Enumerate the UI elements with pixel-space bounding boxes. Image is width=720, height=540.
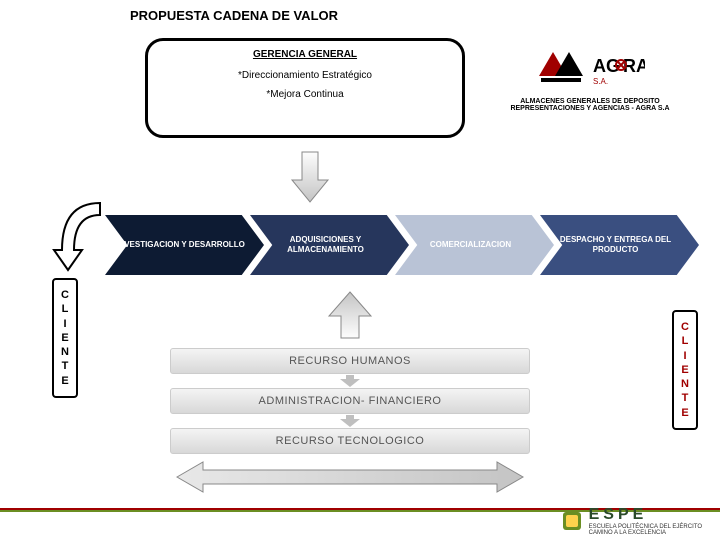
arrow-down-icon	[290, 150, 330, 210]
agra-sub2: REPRESENTACIONES Y AGENCIAS - AGRA S.A	[490, 105, 690, 112]
chain-label-4: DESPACHO Y ENTREGA DEL PRODUCTO	[546, 235, 685, 254]
chain-label-3: COMERCIALIZACION	[430, 240, 511, 250]
espe-logo: ESPE ESCUELA POLITÉCNICA DEL EJÉRCITO CA…	[561, 506, 702, 536]
cliente-char: C	[674, 320, 696, 334]
chain-step-2: ADQUISICIONES Y ALMACENAMIENTO	[250, 215, 409, 275]
gerencia-header: GERENCIA GENERAL	[156, 49, 454, 60]
cliente-char: L	[674, 334, 696, 348]
support-bar-1: RECURSO HUMANOS	[170, 348, 530, 374]
agra-logo: AG RA S.A. ALMACENES GENERALES DE DEPOSI…	[490, 48, 690, 133]
support-bar-2: ADMINISTRACION- FINANCIERO	[170, 388, 530, 414]
cliente-char: L	[54, 302, 76, 316]
espe-text: ESPE	[589, 506, 702, 524]
agra-logo-icon: AG RA S.A.	[535, 48, 645, 96]
support-bar-3: RECURSO TECNOLOGICO	[170, 428, 530, 454]
value-chain: INVESTIGACION Y DESARROLLO ADQUISICIONES…	[105, 215, 685, 275]
cliente-char: E	[54, 374, 76, 388]
cliente-char: E	[674, 406, 696, 420]
cliente-char: E	[54, 331, 76, 345]
curve-arrow-icon	[50, 195, 110, 280]
chain-step-4: DESPACHO Y ENTREGA DEL PRODUCTO	[540, 215, 699, 275]
chain-label-1: INVESTIGACION Y DESARROLLO	[116, 240, 245, 250]
cliente-char: T	[54, 359, 76, 373]
cliente-right: C L I E N T E	[672, 310, 698, 430]
gerencia-line2: *Mejora Continua	[156, 89, 454, 100]
arrow-up-icon	[325, 290, 375, 345]
agra-sub1: ALMACENES GENERALES DE DEPOSITO	[490, 98, 690, 105]
gerencia-box: GERENCIA GENERAL *Direccionamiento Estra…	[145, 38, 465, 138]
chain-step-3: COMERCIALIZACION	[395, 215, 554, 275]
cliente-char: N	[674, 377, 696, 391]
bidirectional-arrow-icon	[175, 460, 525, 499]
espe-sub2: CAMINO A LA EXCELENCIA	[589, 530, 702, 536]
agra-suffix: S.A.	[593, 77, 608, 86]
page-title: PROPUESTA CADENA DE VALOR	[130, 8, 338, 23]
cliente-char: I	[54, 317, 76, 331]
cliente-left: C L I E N T E	[52, 278, 78, 398]
gerencia-line1: *Direccionamiento Estratégico	[156, 70, 454, 81]
cliente-char: C	[54, 288, 76, 302]
chain-label-2: ADQUISICIONES Y ALMACENAMIENTO	[256, 235, 395, 254]
espe-shield-icon	[561, 510, 583, 532]
chain-step-1: INVESTIGACION Y DESARROLLO	[105, 215, 264, 275]
cliente-char: T	[674, 391, 696, 405]
cliente-char: E	[674, 363, 696, 377]
cliente-char: I	[674, 349, 696, 363]
cliente-char: N	[54, 345, 76, 359]
